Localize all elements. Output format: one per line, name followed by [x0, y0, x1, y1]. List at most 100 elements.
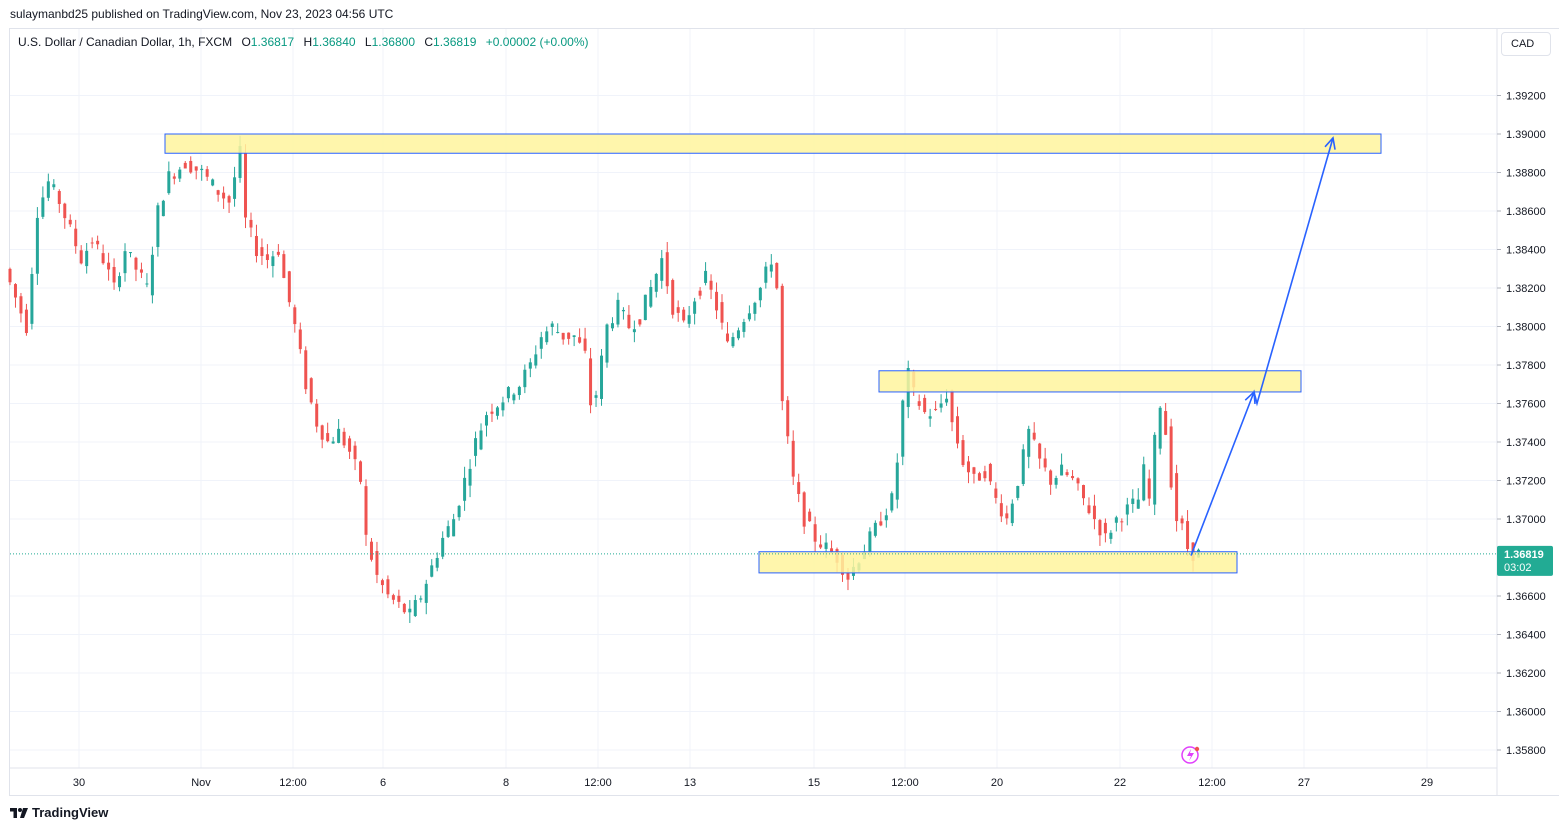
- candle: [753, 301, 757, 321]
- tradingview-logo[interactable]: TradingView: [10, 805, 108, 820]
- candle: [676, 300, 680, 322]
- candle: [397, 589, 401, 608]
- candle: [720, 294, 724, 330]
- candle: [1081, 484, 1085, 506]
- candle: [30, 267, 34, 330]
- candle: [999, 494, 1003, 523]
- candle: [747, 305, 751, 322]
- candle: [830, 540, 834, 554]
- candle: [994, 482, 998, 504]
- candle: [118, 272, 122, 292]
- candle: [233, 166, 237, 207]
- currency-button[interactable]: CAD: [1501, 32, 1551, 56]
- candle: [802, 491, 806, 534]
- candle: [337, 419, 341, 444]
- candle: [276, 244, 280, 257]
- low-value: 1.36800: [371, 35, 415, 49]
- candle: [539, 331, 543, 359]
- candle: [35, 207, 39, 285]
- candle: [167, 161, 171, 195]
- time-tick-label: 12:00: [584, 777, 612, 789]
- candle: [413, 594, 417, 618]
- candle: [742, 318, 746, 338]
- symbol-legend: U.S. Dollar / Canadian Dollar, 1h, FXCM …: [18, 35, 589, 49]
- candle: [112, 258, 116, 290]
- candle: [649, 279, 653, 309]
- forecast-line[interactable]: [1190, 137, 1334, 556]
- candle: [1092, 494, 1096, 530]
- candle: [1142, 456, 1146, 502]
- candle: [123, 243, 127, 282]
- candle: [468, 459, 472, 498]
- candle: [627, 305, 631, 330]
- candle: [1153, 432, 1157, 516]
- zone-upper-resistance[interactable]: [164, 133, 1382, 154]
- candle: [63, 202, 67, 229]
- candle: [1071, 470, 1075, 481]
- candle: [1065, 469, 1069, 477]
- candle: [375, 541, 379, 584]
- candle: [19, 292, 23, 323]
- candle: [616, 292, 620, 328]
- top-bar: sulaymanbd25 published on TradingView.co…: [0, 0, 1567, 28]
- candle: [380, 578, 384, 594]
- candle: [200, 164, 204, 181]
- price-tick-label: 1.36400: [1506, 630, 1546, 642]
- candle: [156, 202, 160, 257]
- candle: [1120, 518, 1124, 532]
- lightning-icon[interactable]: [1181, 746, 1200, 764]
- candle: [435, 552, 439, 572]
- zone-middle-resistance[interactable]: [878, 370, 1302, 393]
- countdown-value: 03:02: [1504, 562, 1532, 574]
- candle: [917, 394, 921, 410]
- candle: [704, 262, 708, 286]
- symbol-name[interactable]: U.S. Dollar / Canadian Dollar, 1h, FXCM: [18, 35, 233, 49]
- candle: [41, 186, 45, 220]
- candle: [85, 242, 89, 274]
- time-tick-label: 22: [1114, 777, 1126, 789]
- candle: [1098, 518, 1102, 546]
- candle: [797, 473, 801, 503]
- candle: [57, 189, 61, 213]
- candle: [715, 282, 719, 320]
- price-tick-label: 1.37800: [1506, 360, 1546, 372]
- close-label: C: [424, 35, 434, 49]
- candle: [369, 537, 373, 562]
- chart-frame[interactable]: [9, 28, 1559, 796]
- candle: [939, 394, 943, 413]
- candle: [222, 186, 226, 209]
- candle: [1032, 422, 1036, 441]
- candle: [665, 242, 669, 294]
- candle: [161, 199, 165, 217]
- candle: [1186, 510, 1190, 556]
- tradingview-logo-icon: [10, 807, 28, 818]
- candle: [1114, 515, 1118, 532]
- candle: [731, 332, 735, 348]
- time-tick-label: 8: [503, 777, 509, 789]
- time-tick-label: 12:00: [1198, 777, 1226, 789]
- candle: [271, 250, 275, 278]
- high-label: H: [303, 35, 313, 49]
- forecast-arrow: [1190, 136, 1336, 556]
- candle: [189, 156, 193, 174]
- price-axis: 1.39200 1.39000 1.38800 1.38600 1.38400 1.382…: [1496, 29, 1546, 796]
- candle: [561, 332, 565, 345]
- zone-support[interactable]: [758, 551, 1238, 574]
- price-tick-label: 1.36200: [1506, 668, 1546, 680]
- candle: [545, 326, 549, 345]
- candle: [315, 399, 319, 433]
- price-tick-label: 1.35800: [1506, 745, 1546, 757]
- price-tick-label: 1.37400: [1506, 437, 1546, 449]
- candle: [452, 513, 456, 537]
- candle: [1103, 518, 1107, 543]
- open-label: O: [241, 35, 251, 49]
- candle: [506, 386, 510, 403]
- candle: [490, 403, 494, 422]
- last-price-value: 1.36819: [1504, 549, 1544, 561]
- candle: [484, 411, 488, 437]
- candle: [216, 189, 220, 202]
- zones: [164, 133, 1382, 574]
- candle: [873, 520, 877, 538]
- candle: [293, 304, 297, 333]
